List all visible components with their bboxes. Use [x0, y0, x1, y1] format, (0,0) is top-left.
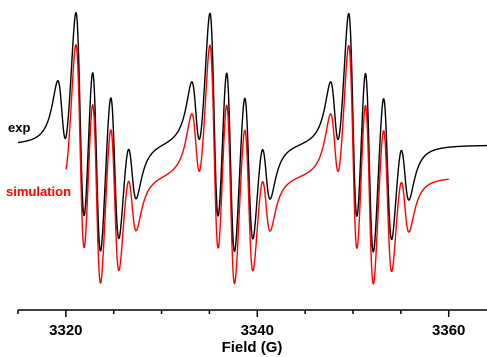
- series-line-simulation: [65, 44, 450, 285]
- x-tick-label: 3320: [49, 322, 82, 339]
- legend-label-simulation: simulation: [6, 184, 71, 199]
- legend-label-exp: exp: [8, 120, 30, 135]
- x-axis-ticks: 3320 3340 3360: [17, 310, 465, 339]
- x-tick-label: 3360: [432, 322, 465, 339]
- spectrum-traces: [17, 12, 487, 285]
- x-axis-title: Field (G): [222, 339, 283, 356]
- series-line-exp: [17, 12, 487, 253]
- x-tick-label: 3340: [241, 322, 274, 339]
